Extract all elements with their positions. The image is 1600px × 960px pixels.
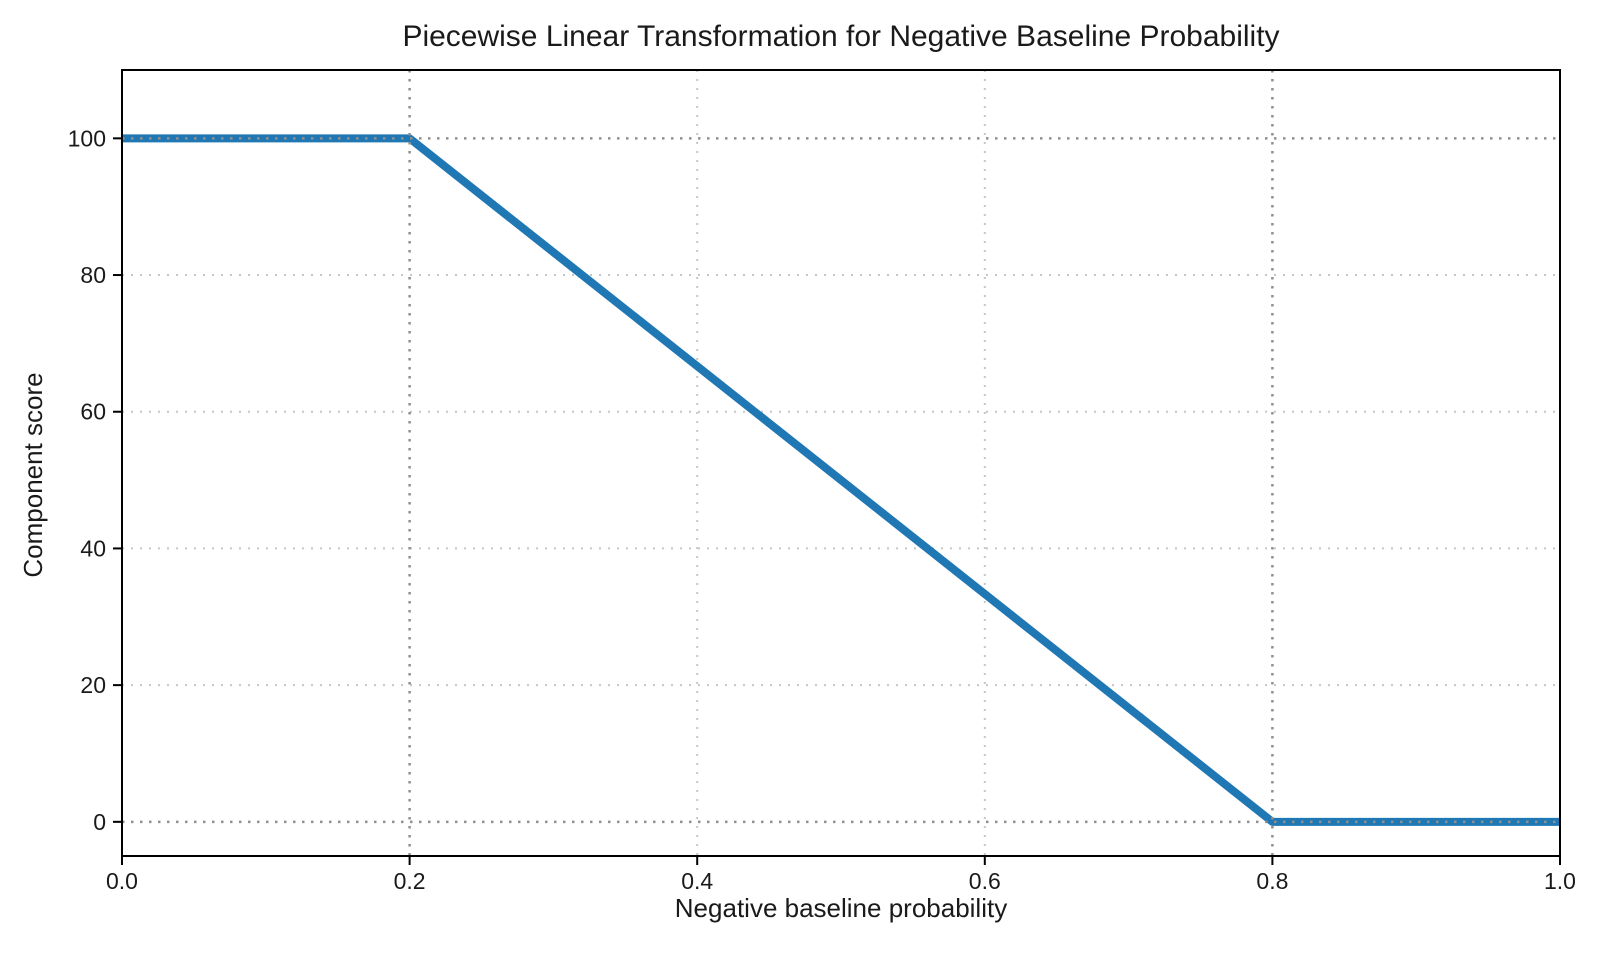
x-tick-label: 0.4 — [681, 868, 713, 894]
y-tick-label: 100 — [68, 125, 106, 151]
x-tick-label: 0.6 — [969, 868, 1001, 894]
x-tick-label: 0.2 — [394, 868, 426, 894]
y-tick-label: 20 — [80, 672, 106, 698]
x-tick-label: 0.8 — [1256, 868, 1288, 894]
y-tick-label: 60 — [80, 399, 106, 425]
x-tick-label: 1.0 — [1544, 868, 1576, 894]
series-line — [122, 134, 1560, 826]
plot-border — [121, 69, 1561, 857]
y-tick-label: 0 — [93, 809, 106, 835]
y-tick-label: 80 — [80, 262, 106, 288]
y-tick-label: 40 — [80, 535, 106, 561]
y-axis-label: Component score — [18, 372, 48, 578]
x-tick-label: 0.0 — [106, 868, 138, 894]
chart-title: Piecewise Linear Transformation for Nega… — [402, 20, 1280, 53]
x-axis-label: Negative baseline probability — [674, 893, 1008, 923]
